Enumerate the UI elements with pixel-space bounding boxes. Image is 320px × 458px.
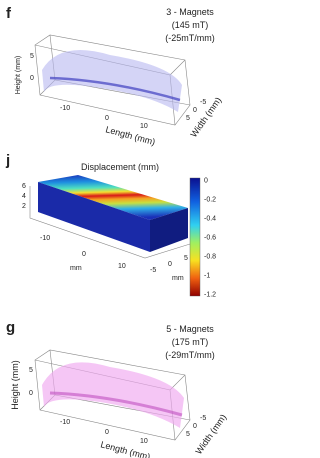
panel-f: f 3 - Magnets (145 mT) (-25mT/mm) Height…	[6, 5, 223, 147]
field-volume	[42, 362, 184, 428]
title-line: (145 mT)	[172, 20, 209, 30]
slab-front	[38, 182, 150, 252]
tick: 0	[193, 423, 197, 430]
tick: 0	[105, 429, 109, 436]
tick: 5	[186, 115, 190, 122]
panel-g: g 5 - Magnets (175 mT) (-29mT/mm) Height…	[6, 319, 228, 458]
tick: 0	[105, 115, 109, 122]
field-band	[49, 76, 181, 102]
tick: 5	[184, 255, 188, 262]
colorbar-tick: -1.2	[204, 292, 216, 299]
colorbar-tick: 0	[204, 178, 208, 185]
tick: -5	[200, 99, 206, 106]
title-line: 3 - Magnets	[166, 7, 214, 17]
axis-label: mm	[172, 275, 184, 282]
tick: -10	[60, 419, 70, 426]
axis-label: Height (mm)	[10, 360, 20, 410]
colorbar-tick: -0.8	[204, 254, 216, 261]
tick: 10	[118, 263, 126, 270]
axis-label: Length (mm)	[104, 124, 156, 147]
colorbar-tick: -0.4	[204, 216, 216, 223]
tick: 5	[30, 53, 34, 60]
panel-letter: g	[6, 319, 15, 336]
colorbar-tick: -1	[204, 273, 210, 280]
tick: 10	[140, 438, 148, 445]
slab-side	[150, 208, 188, 252]
tick: 0	[82, 251, 86, 258]
tick: 4	[22, 193, 26, 200]
axis-label: Height (mm)	[15, 56, 22, 95]
colorbar-tick: -0.2	[204, 197, 216, 204]
figure: f 3 - Magnets (145 mT) (-25mT/mm) Height…	[5, 5, 228, 458]
colorbar-tick: -0.6	[204, 235, 216, 242]
tick: 10	[140, 123, 148, 130]
panel-j: j Displacement (mm) 6 4 2 -10 0 10 mm -5…	[5, 152, 216, 299]
tick: 2	[22, 203, 26, 210]
axis-label: Width (mm)	[193, 412, 228, 456]
axes	[29, 186, 191, 259]
tick: 5	[29, 367, 33, 374]
title-line: (-25mT/mm)	[165, 33, 215, 43]
colorbar	[189, 177, 201, 297]
tick: -10	[40, 235, 50, 242]
title-line: (175 mT)	[172, 337, 209, 347]
tick: 0	[168, 261, 172, 268]
field-volume	[42, 50, 182, 112]
tick: 0	[193, 107, 197, 114]
tick: 5	[186, 431, 190, 438]
slab-top	[38, 175, 188, 220]
tick: -10	[60, 105, 70, 112]
title: Displacement (mm)	[81, 162, 159, 172]
axis-label: mm	[70, 265, 82, 272]
tick: 0	[30, 75, 34, 82]
tick: 6	[22, 183, 26, 190]
title-line: 5 - Magnets	[166, 324, 214, 334]
title-line: (-29mT/mm)	[165, 350, 215, 360]
tick: -5	[200, 415, 206, 422]
tick: -5	[150, 267, 156, 274]
colorbar-ticks: 0 -0.2 -0.4 -0.6 -0.8 -1 -1.2	[204, 178, 216, 299]
panel-letter: j	[5, 152, 10, 169]
panel-letter: f	[6, 5, 12, 22]
tick: 0	[29, 390, 33, 397]
field-band	[49, 391, 183, 417]
